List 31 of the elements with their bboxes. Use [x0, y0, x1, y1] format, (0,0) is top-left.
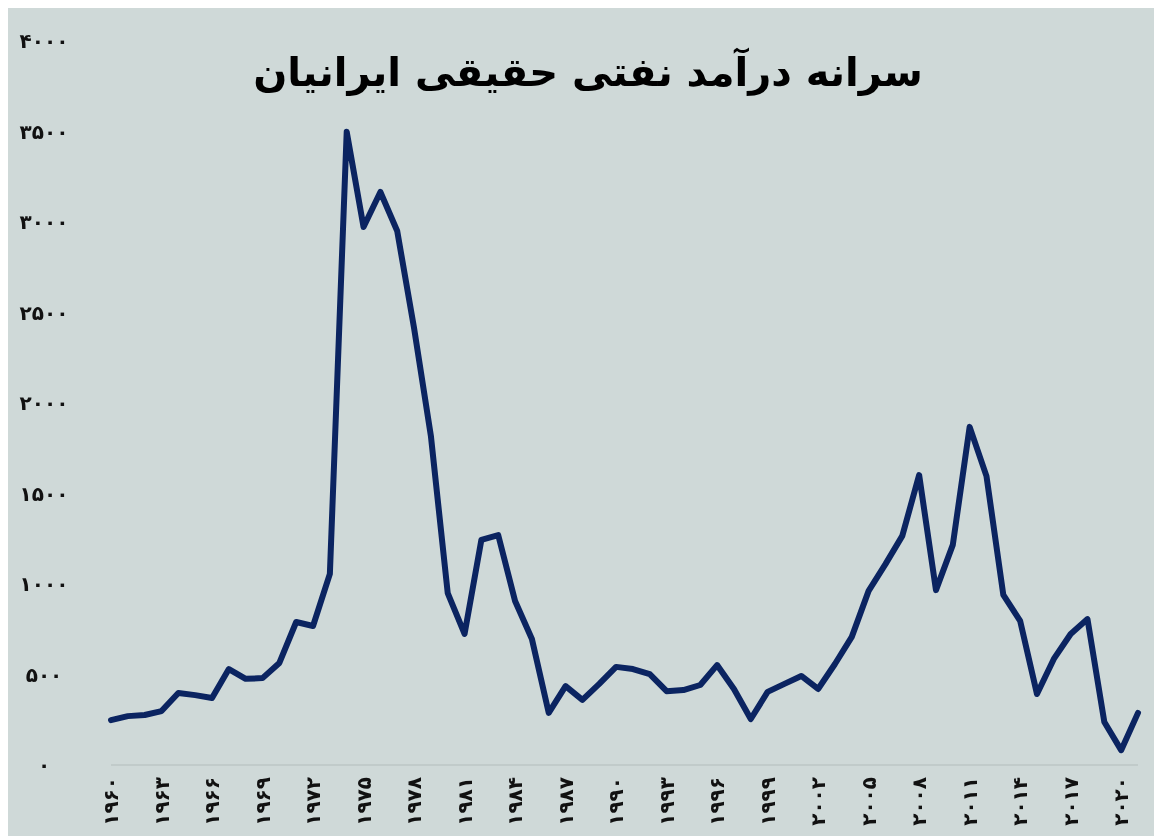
- x-tick-label: ۱۹۸۱: [452, 777, 477, 826]
- x-tick-label: ۲۰۲۰: [1109, 777, 1134, 826]
- y-tick-label: ۳۵۰۰: [19, 119, 69, 144]
- y-tick-label: ۲۰۰۰: [19, 391, 69, 415]
- chart-title: سرانه درآمد نفتی حقیقی ایرانیان: [253, 47, 923, 96]
- x-tick-label: ۲۰۱۱: [957, 777, 982, 826]
- x-tick-label: ۱۹۷۲: [301, 777, 326, 826]
- x-tick-label: ۱۹۸۷: [553, 777, 578, 826]
- y-tick-label: ۱۰۰۰: [19, 572, 69, 596]
- x-tick-label: ۱۹۸۴: [503, 777, 528, 826]
- x-tick-label: ۲۰۱۴: [1008, 777, 1033, 826]
- y-tick-label: ۱۵۰۰: [19, 481, 69, 506]
- y-tick-label: ۲۵۰۰: [19, 300, 69, 325]
- y-tick-label: ۴۰۰۰: [19, 29, 69, 53]
- x-tick-label: ۲۰۰۵: [856, 777, 881, 826]
- x-tick-label: ۱۹۶۹: [250, 777, 275, 826]
- x-tick-label: ۱۹۷۵: [351, 777, 376, 826]
- x-tick-label: ۲۰۰۸: [907, 777, 932, 826]
- x-tick-label: ۱۹۹۰: [604, 777, 629, 826]
- x-tick-label: ۱۹۹۹: [755, 777, 780, 826]
- x-tick-label: ۱۹۶۳: [149, 777, 174, 826]
- x-tick-label: ۱۹۹۳: [654, 777, 679, 826]
- y-tick-label: ۰: [37, 753, 51, 777]
- x-tick-label: ۱۹۶۶: [200, 777, 225, 826]
- x-tick-label: ۱۹۷۸: [402, 777, 427, 826]
- x-tick-label: ۱۹۹۶: [705, 777, 730, 826]
- x-tick-label: ۱۹۶۰: [99, 777, 123, 826]
- y-tick-label: ۵۰۰: [25, 662, 63, 687]
- x-tick-label: ۲۰۱۷: [1058, 777, 1083, 826]
- y-tick-label: ۳۰۰۰: [19, 210, 69, 234]
- x-tick-label: ۲۰۰۲: [806, 777, 831, 826]
